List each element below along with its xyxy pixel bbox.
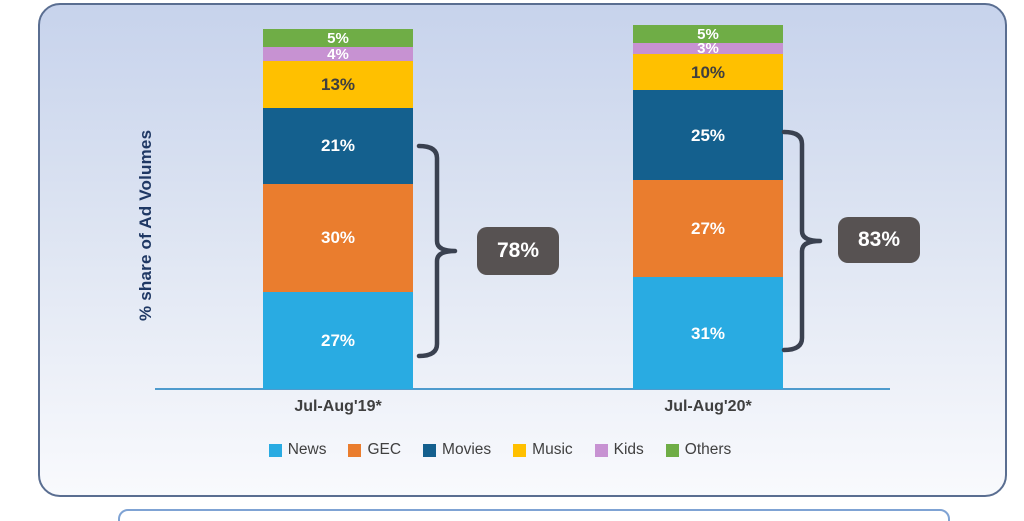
legend: News GEC Movies Music Kids Others	[130, 441, 870, 459]
legend-label: Movies	[442, 441, 492, 458]
legend-swatch-icon	[513, 443, 527, 457]
legend-item-others: Others	[665, 441, 732, 459]
legend-swatch-icon	[665, 443, 679, 457]
bar-segment-others: 5%	[263, 29, 413, 47]
legend-label: GEC	[367, 441, 402, 458]
bar-segment-gec: 27%	[633, 180, 783, 278]
legend-label: News	[287, 441, 327, 458]
bar-segment-movies: 21%	[263, 108, 413, 184]
legend-item-kids: Kids	[594, 441, 644, 459]
segment-value-label: 5%	[697, 25, 719, 43]
bar-segment-kids: 3%	[633, 40, 783, 58]
x-axis-category-label: Jul-Aug'20*	[664, 398, 752, 415]
segment-value-label: 21%	[320, 136, 356, 156]
segment-value-label: 27%	[690, 219, 726, 239]
x-axis-line	[155, 388, 890, 390]
y-axis-title: % share of Ad Volumes	[136, 129, 155, 321]
bar-segment-news: 31%	[633, 277, 783, 389]
legend-swatch-icon	[423, 443, 437, 457]
segment-value-label: 5%	[327, 29, 349, 47]
segment-value-label: 10%	[690, 62, 726, 82]
bar-segment-movies: 25%	[633, 90, 783, 181]
legend-item-gec: GEC	[348, 441, 401, 459]
legend-swatch-icon	[348, 443, 362, 457]
bar-segment-kids: 4%	[263, 45, 413, 63]
legend-item-news: News	[268, 441, 327, 459]
segment-value-label: 25%	[690, 125, 726, 145]
legend-label: Others	[684, 441, 732, 458]
bar-segment-news: 27%	[263, 291, 413, 389]
legend-item-movies: Movies	[423, 441, 491, 459]
segment-value-label: 3%	[697, 40, 719, 58]
sum-badge: 78%	[477, 227, 559, 275]
bar-segment-music: 10%	[633, 54, 783, 91]
bar-segment-music: 13%	[263, 61, 413, 109]
next-section-panel	[118, 509, 950, 521]
legend-swatch-icon	[268, 443, 282, 457]
bar-segment-gec: 30%	[263, 183, 413, 292]
segment-value-label: 4%	[327, 45, 349, 63]
sum-badge: 83%	[838, 217, 920, 263]
legend-label: Kids	[613, 441, 644, 458]
legend-swatch-icon	[594, 443, 608, 457]
segment-value-label: 30%	[320, 228, 356, 248]
legend-item-music: Music	[513, 441, 573, 459]
segment-value-label: 31%	[690, 323, 726, 343]
segment-value-label: 27%	[320, 330, 356, 350]
x-axis-category-label: Jul-Aug'19*	[294, 398, 382, 415]
legend-label: Music	[532, 441, 573, 458]
segment-value-label: 13%	[320, 75, 356, 95]
bar-segment-others: 5%	[633, 25, 783, 44]
